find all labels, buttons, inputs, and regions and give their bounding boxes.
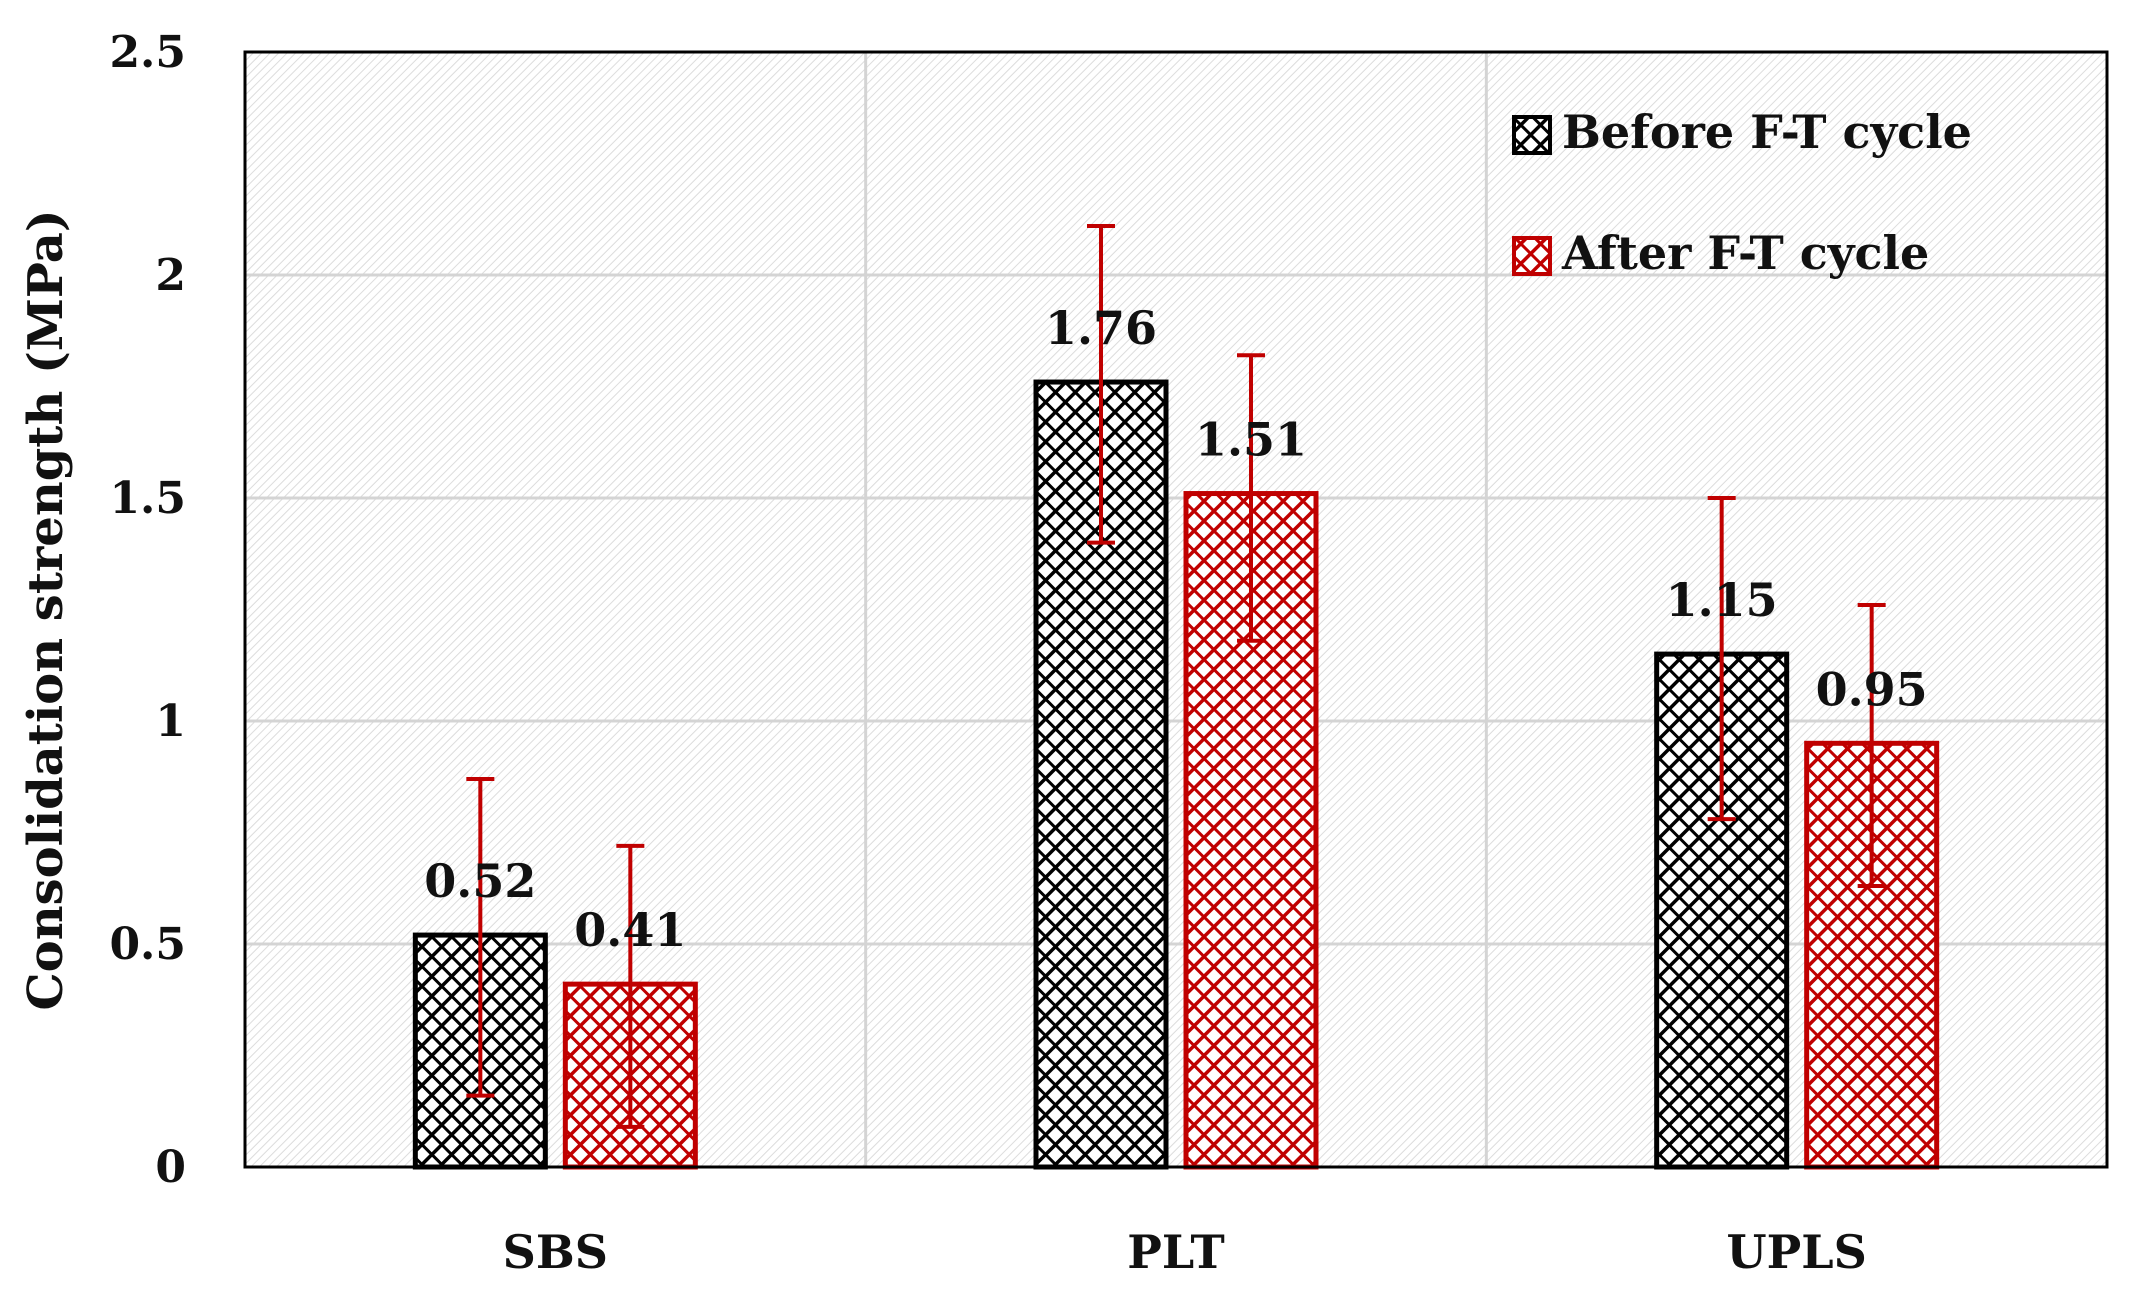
data-labels: 0.52 0.41 1.76 1.51 1.15 0.95 <box>424 301 1927 957</box>
data-label-plt-series-0: 1.76 <box>1045 301 1157 355</box>
y-tick-label-0: 0 <box>155 1142 186 1193</box>
bars <box>412 379 1940 1170</box>
data-label-upls-series-1: 0.95 <box>1816 662 1928 716</box>
y-axis-ticks: 0 0.5 1 1.5 2 2.5 <box>109 27 186 1193</box>
legend-label-before: Before F-T cycle <box>1562 105 1972 159</box>
gridlines <box>245 52 2107 1167</box>
legend: Before F-T cycle After F-T cycle <box>1512 105 1972 280</box>
legend-swatch-before <box>1512 115 1552 155</box>
y-tick-label-5: 2.5 <box>109 27 186 78</box>
data-label-upls-series-0: 1.15 <box>1666 573 1778 627</box>
plot-area <box>245 52 2107 1167</box>
y-tick-label-4: 2 <box>155 250 186 301</box>
data-label-sbs-series-0: 0.52 <box>424 854 536 908</box>
x-tick-label-sbs: SBS <box>503 1225 608 1279</box>
y-tick-label-2: 1 <box>155 696 186 747</box>
y-tick-label-1: 0.5 <box>109 919 186 970</box>
data-label-plt-series-1: 1.51 <box>1195 413 1307 467</box>
error-bars <box>466 223 1886 1129</box>
x-axis-ticks: SBS PLT UPLS <box>503 1225 1867 1279</box>
y-tick-label-3: 1.5 <box>109 473 186 524</box>
plot-frame <box>243 50 2109 1169</box>
x-tick-label-plt: PLT <box>1127 1225 1224 1279</box>
data-label-sbs-series-1: 0.41 <box>574 903 686 957</box>
y-axis-title: Consolidation strength (MPa) <box>18 209 74 1010</box>
legend-label-after: After F-T cycle <box>1561 226 1929 280</box>
legend-swatch-after <box>1512 236 1552 276</box>
x-tick-label-upls: UPLS <box>1727 1225 1867 1279</box>
